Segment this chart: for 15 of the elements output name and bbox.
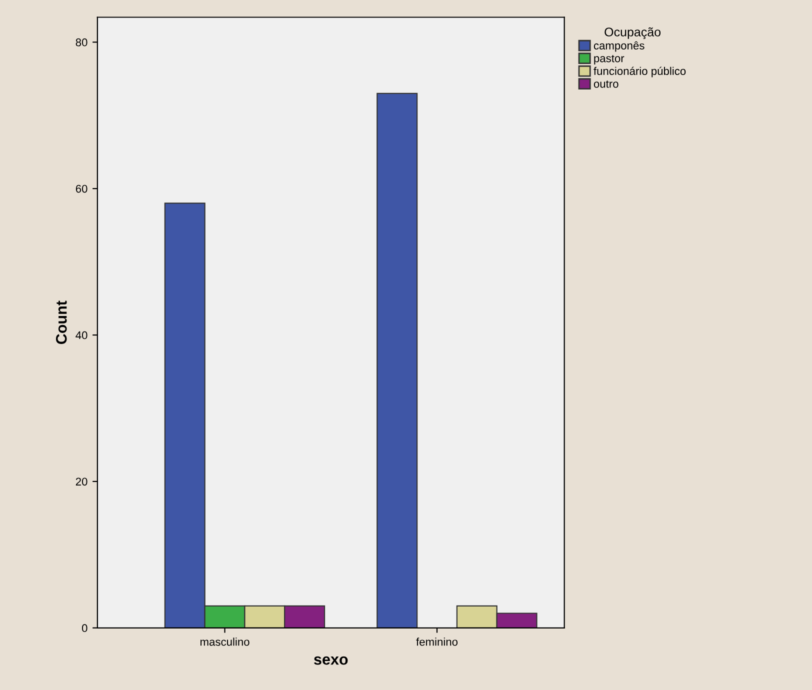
legend-label: funcionário público: [594, 66, 686, 78]
y-tick-label: 60: [76, 184, 88, 193]
x-tick-label: feminino: [416, 638, 458, 646]
y-tick-label: 0: [82, 624, 88, 632]
y-tick-label: 40: [76, 331, 88, 340]
y-tick-label: 80: [76, 38, 88, 46]
x-tick-label: masculino: [200, 638, 250, 646]
x-axis-title: sexo: [314, 656, 348, 665]
legend-label: camponês: [594, 41, 644, 52]
y-axis-title: Count: [56, 300, 67, 344]
y-tick-label: 20: [76, 478, 88, 486]
legend-title: Ocupação: [604, 27, 661, 39]
legend-label: pastor: [594, 54, 624, 64]
legend-label: outro: [594, 80, 618, 88]
bar: [376, 92, 418, 628]
